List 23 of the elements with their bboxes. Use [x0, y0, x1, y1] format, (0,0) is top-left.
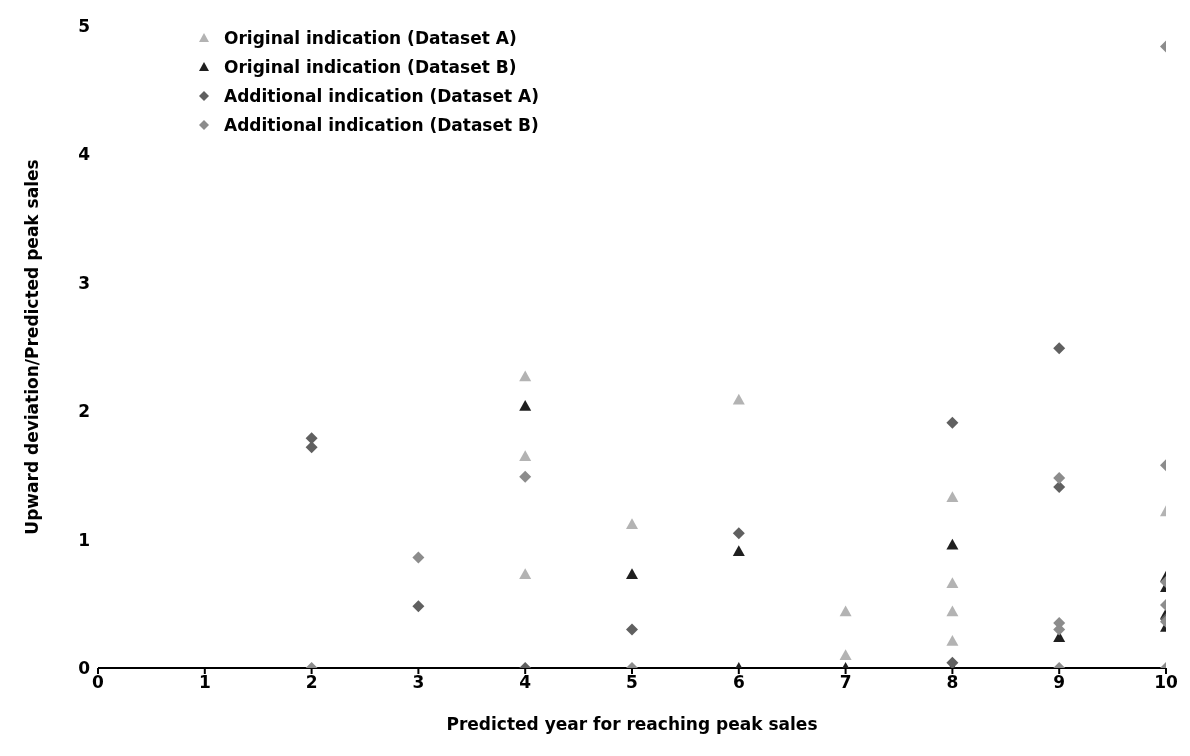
x-tick-label: 9 [1053, 672, 1066, 693]
x-tick-label: 6 [732, 672, 745, 693]
legend-label: Original indication (Dataset B) [224, 57, 517, 77]
y-axis-title: Upward deviation/Predicted peak sales [22, 159, 43, 535]
x-tick-label: 7 [839, 672, 852, 693]
legend-label: Original indication (Dataset A) [224, 28, 517, 48]
x-tick-label: 4 [519, 672, 532, 693]
x-tick-label: 3 [412, 672, 425, 693]
y-tick-label: 4 [78, 144, 91, 165]
y-tick-label: 1 [78, 529, 90, 550]
x-tick-label: 0 [92, 672, 105, 693]
x-tick-label: 2 [305, 672, 318, 693]
y-tick-label: 2 [78, 401, 90, 422]
x-tick-label: 1 [198, 672, 211, 693]
x-tick-label: 5 [626, 672, 638, 693]
x-tick-label: 8 [946, 672, 959, 693]
y-tick-label: 5 [78, 16, 90, 37]
x-tick-label: 10 [1154, 672, 1178, 693]
x-axis-title: Predicted year for reaching peak sales [446, 714, 818, 734]
legend-label: Additional indication (Dataset B) [224, 115, 539, 135]
legend-label: Additional indication (Dataset A) [224, 86, 539, 106]
y-tick-label: 0 [78, 658, 91, 679]
y-tick-label: 3 [78, 272, 90, 293]
